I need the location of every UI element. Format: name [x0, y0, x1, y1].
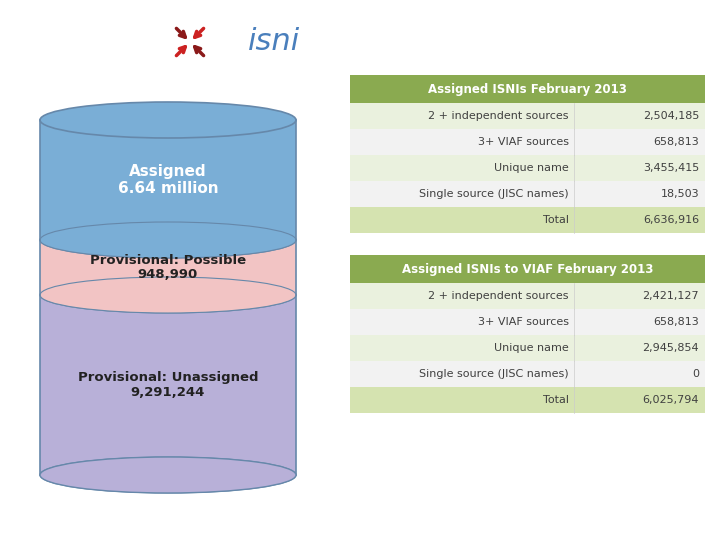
Bar	[350, 335, 705, 361]
Text: 6,636,916: 6,636,916	[643, 215, 699, 225]
Text: 3+ VIAF sources: 3+ VIAF sources	[477, 317, 569, 327]
Text: Single source (JISC names): Single source (JISC names)	[419, 369, 569, 379]
Text: Provisional: Possible
948,990: Provisional: Possible 948,990	[90, 253, 246, 281]
Text: Assigned ISNIs to VIAF February 2013: Assigned ISNIs to VIAF February 2013	[402, 262, 653, 275]
Text: Total: Total	[543, 215, 569, 225]
Ellipse shape	[40, 222, 296, 258]
Text: Provisional: Unassigned
9,291,244: Provisional: Unassigned 9,291,244	[78, 371, 258, 399]
Bar	[350, 129, 705, 155]
Bar	[350, 155, 705, 181]
Bar	[350, 255, 705, 283]
Ellipse shape	[40, 457, 296, 493]
Bar	[350, 361, 705, 387]
Bar	[40, 295, 296, 475]
Bar	[350, 207, 705, 233]
Text: Assigned ISNIs February 2013: Assigned ISNIs February 2013	[428, 83, 627, 96]
Bar	[350, 283, 705, 309]
Text: 2,945,854: 2,945,854	[642, 343, 699, 353]
Text: 6,025,794: 6,025,794	[642, 395, 699, 405]
Text: 2 + independent sources: 2 + independent sources	[428, 291, 569, 301]
Text: Single source (JISC names): Single source (JISC names)	[419, 189, 569, 199]
Text: 2,504,185: 2,504,185	[643, 111, 699, 121]
Bar	[350, 181, 705, 207]
Bar	[350, 387, 705, 413]
Text: Unique name: Unique name	[494, 163, 569, 173]
Text: Assigned
6.64 million: Assigned 6.64 million	[117, 164, 218, 196]
Text: Unique name: Unique name	[494, 343, 569, 353]
Ellipse shape	[40, 457, 296, 493]
Bar	[40, 240, 296, 295]
Text: 2 + independent sources: 2 + independent sources	[428, 111, 569, 121]
Text: 18,503: 18,503	[660, 189, 699, 199]
Text: 658,813: 658,813	[653, 317, 699, 327]
Bar	[350, 103, 705, 129]
Text: Total: Total	[543, 395, 569, 405]
Text: 3+ VIAF sources: 3+ VIAF sources	[477, 137, 569, 147]
Ellipse shape	[40, 102, 296, 138]
Ellipse shape	[40, 222, 296, 258]
Bar	[350, 75, 705, 103]
Ellipse shape	[40, 277, 296, 313]
Bar	[350, 309, 705, 335]
Text: 0: 0	[692, 369, 699, 379]
Text: 658,813: 658,813	[653, 137, 699, 147]
Text: 3,455,415: 3,455,415	[643, 163, 699, 173]
Bar	[40, 120, 296, 240]
Text: isni: isni	[248, 28, 300, 57]
Ellipse shape	[40, 277, 296, 313]
Text: 2,421,127: 2,421,127	[642, 291, 699, 301]
